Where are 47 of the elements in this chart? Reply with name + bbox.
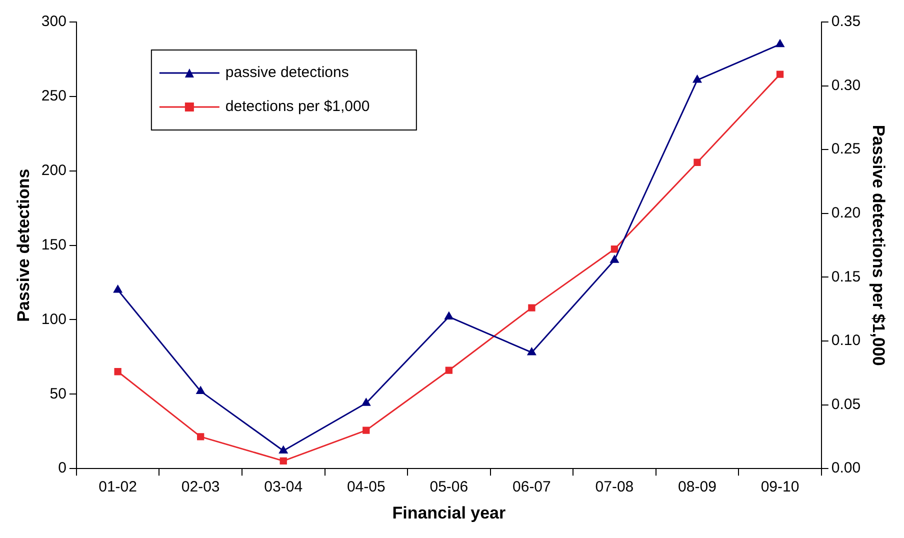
point xyxy=(114,285,122,293)
y-tick-label: 250 xyxy=(41,88,66,105)
y2-tick-label: 0.10 xyxy=(831,332,861,350)
point xyxy=(197,433,204,440)
x-tick-label: 04-05 xyxy=(346,478,386,496)
x-tick-label: 01-02 xyxy=(98,478,137,496)
y2-axis-title: Passive detections per $1,000 xyxy=(869,124,888,366)
point xyxy=(445,366,452,374)
y2-tick-label: 0.35 xyxy=(831,13,861,30)
y2-tick-label: 0.00 xyxy=(831,460,861,477)
y-tick-label: 50 xyxy=(50,385,66,402)
y2-tick-label: 0.05 xyxy=(831,396,861,413)
y-tick-label: 300 xyxy=(41,13,66,30)
x-tick-label: 02-03 xyxy=(181,478,220,496)
point xyxy=(610,246,618,253)
point xyxy=(114,368,122,376)
y2-tick-label: 0.30 xyxy=(831,76,861,94)
x-tick-label: 07-08 xyxy=(595,478,634,496)
point xyxy=(610,255,619,263)
point xyxy=(280,457,287,465)
y2-tick-label: 0.25 xyxy=(831,140,861,158)
x-tick-label: 06-07 xyxy=(512,478,551,496)
x-tick-label: 03-04 xyxy=(264,478,303,496)
point xyxy=(279,446,288,454)
y-tick-label: 0 xyxy=(58,460,66,477)
x-axis-title: Financial year xyxy=(392,503,506,522)
point xyxy=(776,70,784,78)
y-tick-label: 100 xyxy=(41,310,66,328)
legend-label: passive detections xyxy=(225,64,349,82)
point xyxy=(527,348,536,356)
y2-tick-label: 0.20 xyxy=(831,204,861,222)
legend-label: detections per $1,000 xyxy=(225,98,370,116)
x-tick-label: 09-10 xyxy=(760,478,800,496)
x-tick-label: 05-06 xyxy=(430,478,468,496)
point xyxy=(196,386,205,394)
y-tick-label: 150 xyxy=(41,236,66,254)
point xyxy=(362,398,370,406)
y2-tick-label: 0.15 xyxy=(831,268,861,286)
point xyxy=(693,75,702,83)
point xyxy=(528,304,536,312)
y-tick-label: 200 xyxy=(41,162,66,180)
point xyxy=(444,312,454,320)
y-axis-title: Passive detections xyxy=(14,168,33,322)
point xyxy=(362,426,370,434)
x-tick-label: 08-09 xyxy=(678,478,716,496)
point xyxy=(776,40,784,48)
point xyxy=(694,158,701,166)
